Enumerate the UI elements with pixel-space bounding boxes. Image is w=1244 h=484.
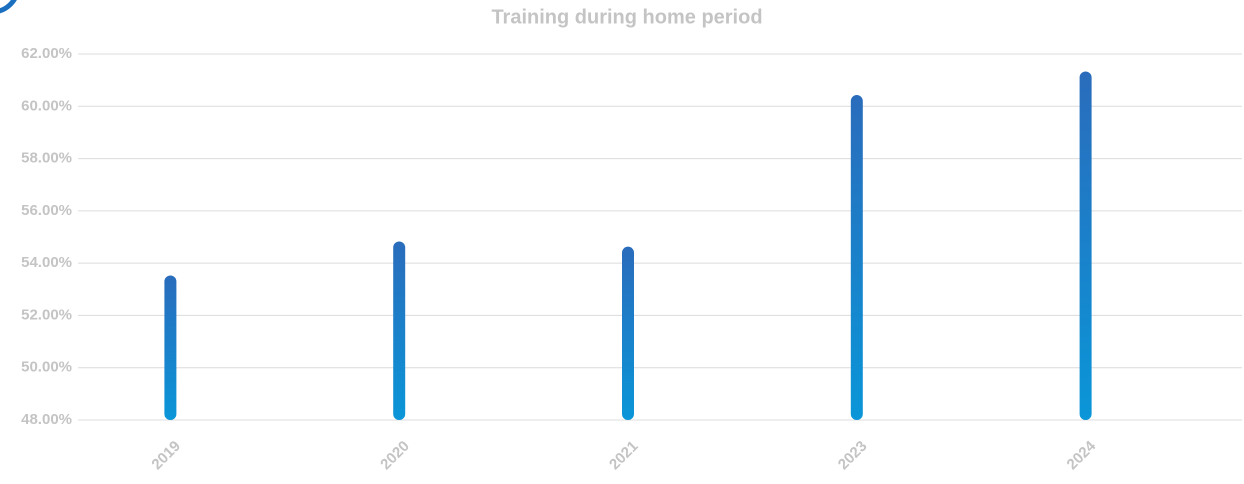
- x-tick-label: 2020: [377, 438, 413, 474]
- bar: [164, 275, 177, 420]
- bar: [1079, 71, 1092, 421]
- y-tick-label: 50.00%: [21, 359, 72, 376]
- bar: [850, 95, 863, 421]
- x-tick-label: 2023: [835, 438, 871, 474]
- y-tick-label: 48.00%: [21, 411, 72, 428]
- x-tick-label: 2021: [606, 438, 642, 474]
- bar: [393, 241, 406, 420]
- y-tick-label: 56.00%: [21, 202, 72, 219]
- y-tick-label: 62.00%: [21, 45, 72, 62]
- y-tick-label: 58.00%: [21, 150, 72, 167]
- x-tick-label: 2024: [1064, 437, 1100, 473]
- x-tick-label: 2019: [148, 438, 184, 474]
- y-tick-label: 60.00%: [21, 97, 72, 114]
- logo-fragment: [0, 0, 17, 14]
- y-tick-label: 52.00%: [21, 306, 72, 323]
- y-tick-label: 54.00%: [21, 254, 72, 271]
- chart-title: Training during home period: [491, 6, 762, 28]
- bar: [622, 246, 634, 420]
